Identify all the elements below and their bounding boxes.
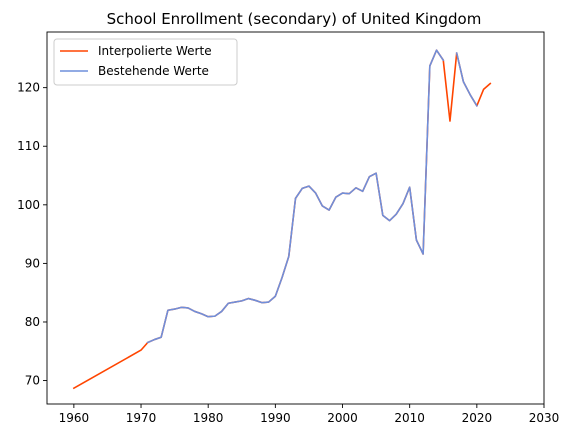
series-line-2 bbox=[455, 52, 478, 107]
x-tick-label: 1990 bbox=[260, 411, 291, 425]
x-tick-label: 2000 bbox=[327, 411, 358, 425]
series-line-1 bbox=[146, 49, 445, 344]
x-tick-label: 1960 bbox=[59, 411, 90, 425]
y-tick-label: 80 bbox=[25, 315, 40, 329]
x-tick-label: 1970 bbox=[126, 411, 157, 425]
axes-frame bbox=[46, 31, 545, 405]
y-tick-label: 120 bbox=[17, 81, 40, 95]
legend-label: Interpolierte Werte bbox=[98, 44, 212, 58]
y-tick-label: 100 bbox=[17, 198, 40, 212]
y-tick-label: 70 bbox=[25, 374, 40, 388]
x-tick-label: 2010 bbox=[394, 411, 425, 425]
plot-area: 1960 1970 1980 1990 2000 2010 2020 2030 70 80 90 10… bbox=[17, 31, 560, 425]
legend: Interpolierte Werte Bestehende Werte bbox=[53, 38, 238, 86]
y-tick-label: 90 bbox=[25, 256, 40, 270]
x-tick-label: 2020 bbox=[462, 411, 493, 425]
y-tick-label: 110 bbox=[17, 139, 40, 153]
chart-title: School Enrollment (secondary) of United … bbox=[107, 10, 482, 28]
legend-box bbox=[53, 38, 238, 86]
x-tick-label: 2030 bbox=[529, 411, 560, 425]
x-tick-label: 1980 bbox=[193, 411, 224, 425]
legend-label: Bestehende Werte bbox=[98, 64, 209, 78]
